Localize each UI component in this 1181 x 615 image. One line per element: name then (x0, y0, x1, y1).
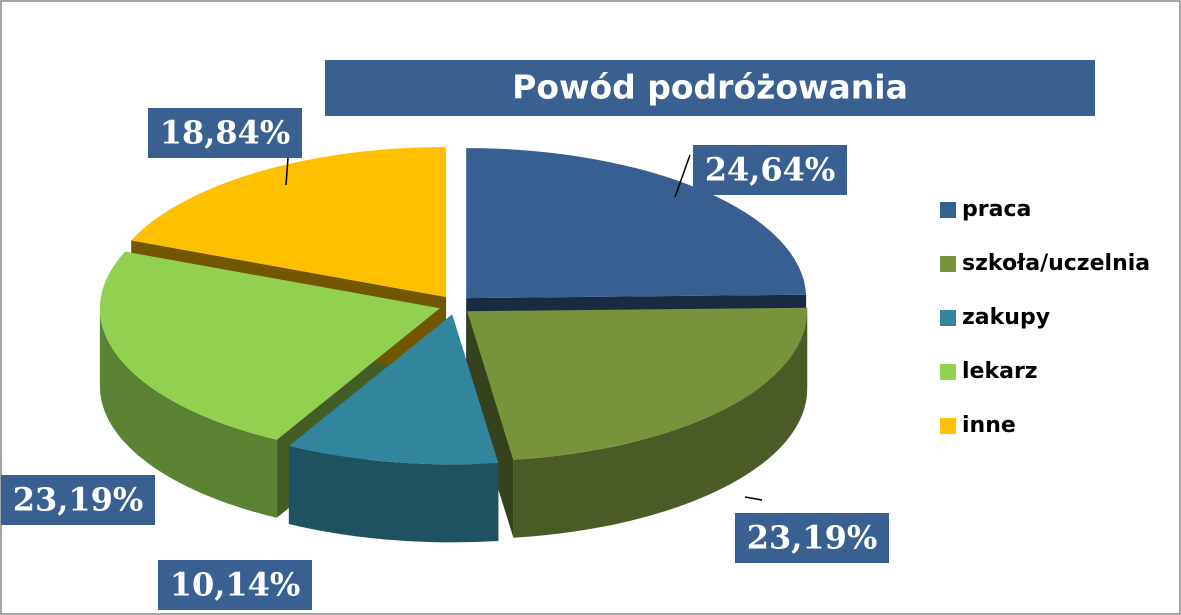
slice-side (513, 311, 808, 538)
data-label: 18,84% (160, 114, 291, 152)
data-label: 23,19% (13, 481, 144, 519)
chart-title: Powód podróżowania (512, 68, 908, 107)
legend-label: praca (962, 197, 1031, 222)
legend-swatch (940, 202, 956, 218)
data-label-box (735, 513, 889, 563)
slice (466, 148, 807, 299)
pie-tops (99, 147, 808, 465)
data-label-box (158, 560, 312, 610)
leader-line (285, 157, 289, 186)
legend-swatch (940, 418, 956, 434)
legend-label: szkoła/uczelnia (962, 251, 1150, 276)
legend-swatch (940, 364, 956, 380)
legend-swatch (940, 310, 956, 326)
slice (99, 251, 440, 440)
slice-side (288, 446, 499, 543)
legend-label: lekarz (962, 359, 1038, 384)
slice (131, 147, 447, 298)
slice (467, 307, 808, 460)
data-label: 10,14% (170, 566, 301, 604)
slice-side (99, 308, 277, 518)
slice (288, 314, 499, 465)
legend-label: inne (962, 413, 1016, 438)
leader-line (674, 154, 691, 198)
data-label: 23,19% (747, 519, 878, 557)
data-label-box (148, 108, 302, 158)
data-label-box (1, 475, 155, 525)
data-label: 24,64% (705, 151, 836, 189)
legend-swatch (940, 256, 956, 272)
data-labels: 24,64% 23,19% 10,14% 23,19% 18,84% (1, 108, 889, 610)
slice-wall (467, 311, 514, 538)
data-label-box (693, 145, 847, 195)
leader-line (744, 496, 763, 501)
legend: praca szkoła/uczelnia zakupy lekarz inne (940, 197, 1150, 438)
title-box (325, 60, 1095, 116)
legend-label: zakupy (962, 305, 1050, 330)
